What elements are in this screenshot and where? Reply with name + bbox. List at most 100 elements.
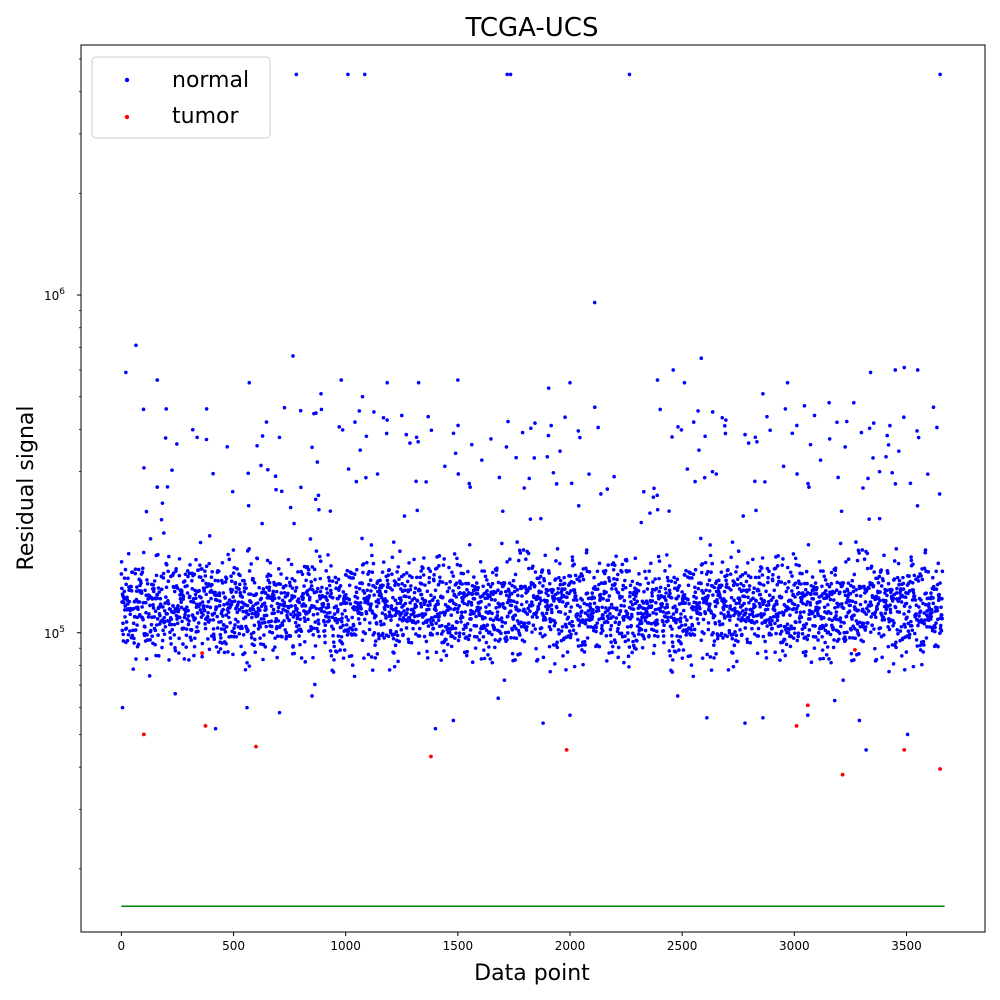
normal-point	[903, 625, 907, 629]
normal-point	[421, 566, 425, 570]
normal-point	[534, 610, 539, 615]
normal-point	[522, 621, 527, 626]
normal-point	[891, 624, 895, 628]
normal-point	[620, 595, 624, 599]
normal-point	[758, 592, 763, 597]
normal-point	[499, 616, 504, 620]
normal-point	[527, 621, 531, 625]
normal-point	[120, 586, 124, 591]
normal-point	[503, 606, 507, 610]
normal-point	[470, 591, 475, 596]
normal-point	[827, 657, 831, 661]
normal-point	[871, 421, 876, 425]
normal-point	[407, 640, 411, 645]
normal-point	[603, 581, 608, 585]
normal-point	[308, 595, 312, 600]
normal-point	[872, 570, 876, 574]
normal-point	[137, 600, 142, 604]
normal-point	[245, 660, 249, 665]
normal-point	[553, 662, 557, 666]
normal-point	[414, 632, 418, 636]
normal-point	[915, 644, 920, 648]
normal-point	[265, 558, 270, 563]
normal-point	[315, 586, 320, 591]
normal-point	[200, 641, 205, 646]
normal-point	[563, 612, 568, 616]
normal-point	[466, 569, 470, 574]
tumor-point	[938, 767, 943, 771]
normal-point	[155, 485, 160, 489]
normal-point	[226, 610, 231, 615]
normal-point	[556, 586, 561, 591]
normal-point	[177, 651, 181, 655]
normal-point	[660, 602, 665, 607]
normal-point	[303, 619, 307, 624]
normal-point	[344, 593, 348, 597]
normal-point	[482, 625, 487, 630]
normal-point	[579, 609, 584, 613]
normal-point	[430, 633, 435, 637]
normal-point	[758, 604, 762, 609]
normal-point	[735, 610, 740, 614]
normal-point	[792, 607, 796, 611]
normal-point	[686, 583, 691, 588]
normal-point	[686, 597, 690, 602]
normal-point	[758, 569, 762, 573]
normal-point	[421, 573, 426, 577]
normal-point	[326, 602, 331, 607]
normal-point	[925, 624, 929, 629]
normal-point	[216, 569, 221, 574]
normal-point	[322, 610, 327, 614]
normal-point	[671, 612, 676, 616]
normal-point	[832, 590, 837, 595]
normal-point	[242, 651, 247, 655]
normal-point	[271, 593, 276, 597]
normal-point	[404, 571, 409, 575]
normal-point	[158, 596, 163, 601]
normal-point	[424, 639, 429, 644]
normal-point	[320, 594, 325, 599]
normal-point	[526, 551, 531, 556]
normal-point	[274, 487, 278, 492]
normal-point	[231, 548, 236, 552]
normal-point	[584, 618, 588, 622]
normal-point	[684, 568, 688, 573]
normal-point	[615, 577, 619, 582]
normal-point	[761, 391, 765, 396]
normal-point	[745, 637, 749, 642]
normal-point	[493, 645, 497, 650]
normal-point	[227, 598, 232, 602]
normal-point	[278, 602, 282, 607]
normal-point	[650, 594, 655, 598]
normal-point	[165, 612, 170, 616]
normal-point	[833, 605, 837, 610]
normal-point	[213, 726, 218, 731]
normal-point	[173, 646, 177, 650]
normal-point	[513, 613, 518, 617]
normal-point	[139, 591, 144, 595]
normal-point	[315, 626, 319, 631]
normal-point	[717, 619, 722, 624]
normal-point	[936, 561, 941, 566]
normal-point	[233, 623, 237, 627]
normal-point	[419, 592, 424, 597]
normal-point	[828, 597, 833, 602]
normal-point	[917, 614, 921, 618]
normal-point	[151, 606, 156, 610]
normal-point	[870, 623, 874, 627]
normal-point	[522, 639, 527, 644]
normal-point	[729, 595, 734, 600]
normal-point	[795, 423, 799, 428]
normal-point	[667, 509, 671, 513]
normal-point	[923, 550, 928, 555]
normal-point	[921, 650, 926, 654]
normal-point	[728, 614, 733, 619]
normal-point	[738, 611, 743, 615]
normal-point	[615, 629, 620, 634]
normal-point	[392, 632, 397, 637]
normal-point	[894, 547, 899, 551]
normal-point	[412, 614, 417, 619]
normal-point	[800, 627, 805, 631]
normal-point	[699, 581, 703, 586]
normal-point	[417, 651, 421, 656]
